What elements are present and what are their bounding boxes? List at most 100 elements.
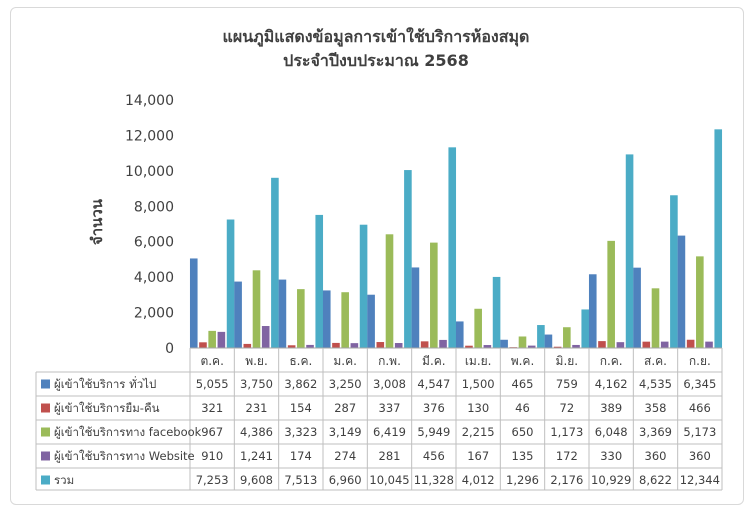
bar	[670, 195, 678, 348]
data-label: 287	[334, 401, 356, 415]
bar	[465, 345, 473, 348]
data-label: 72	[560, 401, 575, 415]
bar	[243, 343, 252, 348]
y-tick-label: 4,000	[134, 270, 174, 286]
data-label: 3,862	[284, 377, 317, 391]
bar	[581, 309, 590, 348]
data-label: 4,012	[462, 473, 495, 487]
bar	[404, 170, 412, 348]
x-tick-label: ก.ย.	[689, 354, 711, 368]
bar	[625, 154, 634, 348]
data-label: 281	[379, 449, 401, 463]
data-label: 11,328	[414, 473, 454, 487]
data-label: 154	[290, 401, 312, 415]
chart-subtitle: ประจำปีงบประมาณ 2568	[283, 51, 469, 70]
bar	[714, 129, 723, 348]
data-label: 174	[290, 449, 312, 463]
bar	[278, 279, 287, 348]
bar	[350, 343, 359, 348]
data-label: 330	[600, 449, 622, 463]
data-label: 4,162	[595, 377, 628, 391]
data-label: 12,344	[680, 473, 720, 487]
bar	[385, 234, 394, 348]
bar	[359, 224, 368, 348]
y-tick-label: 6,000	[134, 235, 174, 251]
bar	[474, 308, 482, 348]
bar	[394, 343, 403, 348]
y-tick-label: 10,000	[125, 164, 174, 180]
data-table: ต.ค. พ.ย. ธ.ค. ม.ค. ก.พ. มี.ค. เม.ย. พ.ค. มิ.ย. ก…	[35, 347, 723, 491]
x-tick-label: ก.พ.	[378, 354, 401, 368]
data-label: 5,949	[417, 425, 450, 439]
data-label: 360	[645, 449, 667, 463]
bar	[208, 330, 216, 348]
y-tick-label: 14,000	[125, 93, 174, 109]
bar	[297, 289, 305, 348]
bar	[376, 342, 385, 348]
data-label: 6,419	[373, 425, 406, 439]
data-label: 3,323	[284, 425, 317, 439]
y-tick-label: 12,000	[125, 128, 174, 144]
chart-frame	[10, 7, 744, 505]
bar	[226, 219, 235, 348]
data-label: 360	[689, 449, 711, 463]
x-tick-label: ธ.ค.	[289, 354, 312, 368]
bar	[252, 270, 261, 348]
legend-swatch	[41, 379, 50, 389]
bar	[189, 258, 198, 348]
data-label: 8,622	[639, 473, 672, 487]
bar	[341, 292, 349, 348]
data-label: 4,535	[639, 377, 672, 391]
data-label: 1,500	[462, 377, 495, 391]
y-axis-label: จำนวน	[88, 198, 106, 245]
data-label: 3,250	[329, 377, 362, 391]
data-label: 376	[423, 401, 445, 415]
bar	[322, 290, 331, 348]
data-label: 1,241	[240, 449, 273, 463]
data-label: 3,008	[373, 377, 406, 391]
data-label: 4,547	[417, 377, 450, 391]
bar	[696, 256, 704, 348]
data-label: 759	[556, 377, 578, 391]
data-label: 466	[689, 401, 711, 415]
bar	[705, 341, 713, 348]
bar	[563, 327, 571, 348]
bar	[607, 240, 615, 348]
data-label: 3,149	[329, 425, 362, 439]
bar	[492, 276, 501, 348]
x-tick-label: ม.ค.	[333, 354, 357, 368]
x-tick-label: ส.ค.	[644, 354, 667, 368]
x-tick-label: ก.ค.	[600, 354, 623, 368]
data-label: 1,173	[550, 425, 583, 439]
data-label: 46	[515, 401, 530, 415]
bar	[553, 346, 562, 348]
bar	[199, 342, 207, 348]
data-label: 4,386	[240, 425, 273, 439]
data-label: 389	[600, 401, 622, 415]
x-tick-label: มิ.ย.	[556, 354, 579, 368]
data-label: 7,253	[196, 473, 229, 487]
data-label: 456	[423, 449, 445, 463]
data-label: 358	[645, 401, 667, 415]
x-tick-label: มี.ค.	[422, 354, 446, 368]
x-tick-label: พ.ค.	[511, 354, 535, 368]
bar	[633, 267, 641, 348]
bar	[651, 288, 660, 348]
x-tick-label: พ.ย.	[245, 354, 268, 368]
data-label: 6,345	[683, 377, 716, 391]
data-label: 135	[512, 449, 534, 463]
data-label: 650	[512, 425, 534, 439]
data-label: 2,215	[462, 425, 495, 439]
y-tick-label: 2,000	[134, 306, 174, 322]
bar	[598, 341, 606, 348]
legend-label: ผู้เข้าใช้บริการ ทั่วไป	[54, 376, 156, 391]
bar	[430, 242, 438, 348]
data-label: 7,513	[284, 473, 317, 487]
x-tick-label: เม.ย.	[465, 354, 492, 368]
data-label: 6,048	[595, 425, 628, 439]
legend-label: ผู้เข้าใช้บริการทาง Website	[54, 449, 195, 463]
data-label: 465	[512, 377, 534, 391]
bar	[234, 281, 242, 348]
bar	[483, 345, 492, 348]
